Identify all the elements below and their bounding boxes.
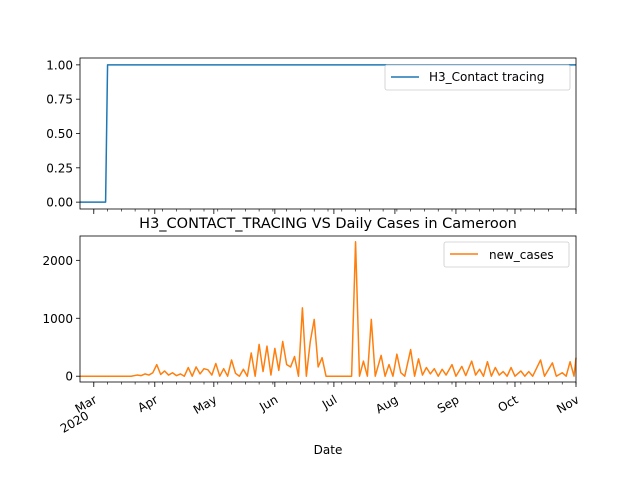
top-y-tick-label: 0.75 xyxy=(46,93,73,107)
top-series-lines xyxy=(80,64,576,203)
x-axis-label: Date xyxy=(314,443,343,457)
bottom-chart-title: H3_CONTACT_TRACING VS Daily Cases in Cam… xyxy=(139,216,517,232)
top-legend-box xyxy=(384,64,571,91)
bottom-y-ticks: 0 1000 2000 xyxy=(42,254,80,384)
bottom-plot-frame xyxy=(79,235,577,383)
top-series-line xyxy=(80,64,576,203)
bottom-series-lines xyxy=(80,241,577,377)
bottom-y-tick-label: 0 xyxy=(65,370,73,384)
bottom-legend-box xyxy=(443,241,570,268)
top-panel: 0.00 0.25 0.50 0.75 1.00 H3_Contact tracing xyxy=(46,57,577,214)
top-y-tick-label: 0.25 xyxy=(46,161,73,175)
bottom-y-tick-label: 2000 xyxy=(42,254,73,268)
x-tick-label: Jul xyxy=(319,392,339,412)
top-legend-label: H3_Contact tracing xyxy=(429,70,544,84)
top-y-tick-label: 0.50 xyxy=(46,127,73,141)
top-plot-frame xyxy=(79,57,577,210)
top-y-tick-label: 1.00 xyxy=(46,58,73,72)
bottom-y-tick-label: 1000 xyxy=(42,312,73,326)
top-legend: H3_Contact tracing xyxy=(384,64,571,91)
top-y-tick-label: 0.00 xyxy=(46,196,73,210)
bottom-legend-label: new_cases xyxy=(489,248,554,262)
bottom-legend: new_cases xyxy=(443,241,570,268)
top-y-ticks: 0.00 0.25 0.50 0.75 1.00 xyxy=(46,58,80,210)
top-x-ticks xyxy=(93,209,577,214)
bottom-series-line xyxy=(80,241,577,377)
